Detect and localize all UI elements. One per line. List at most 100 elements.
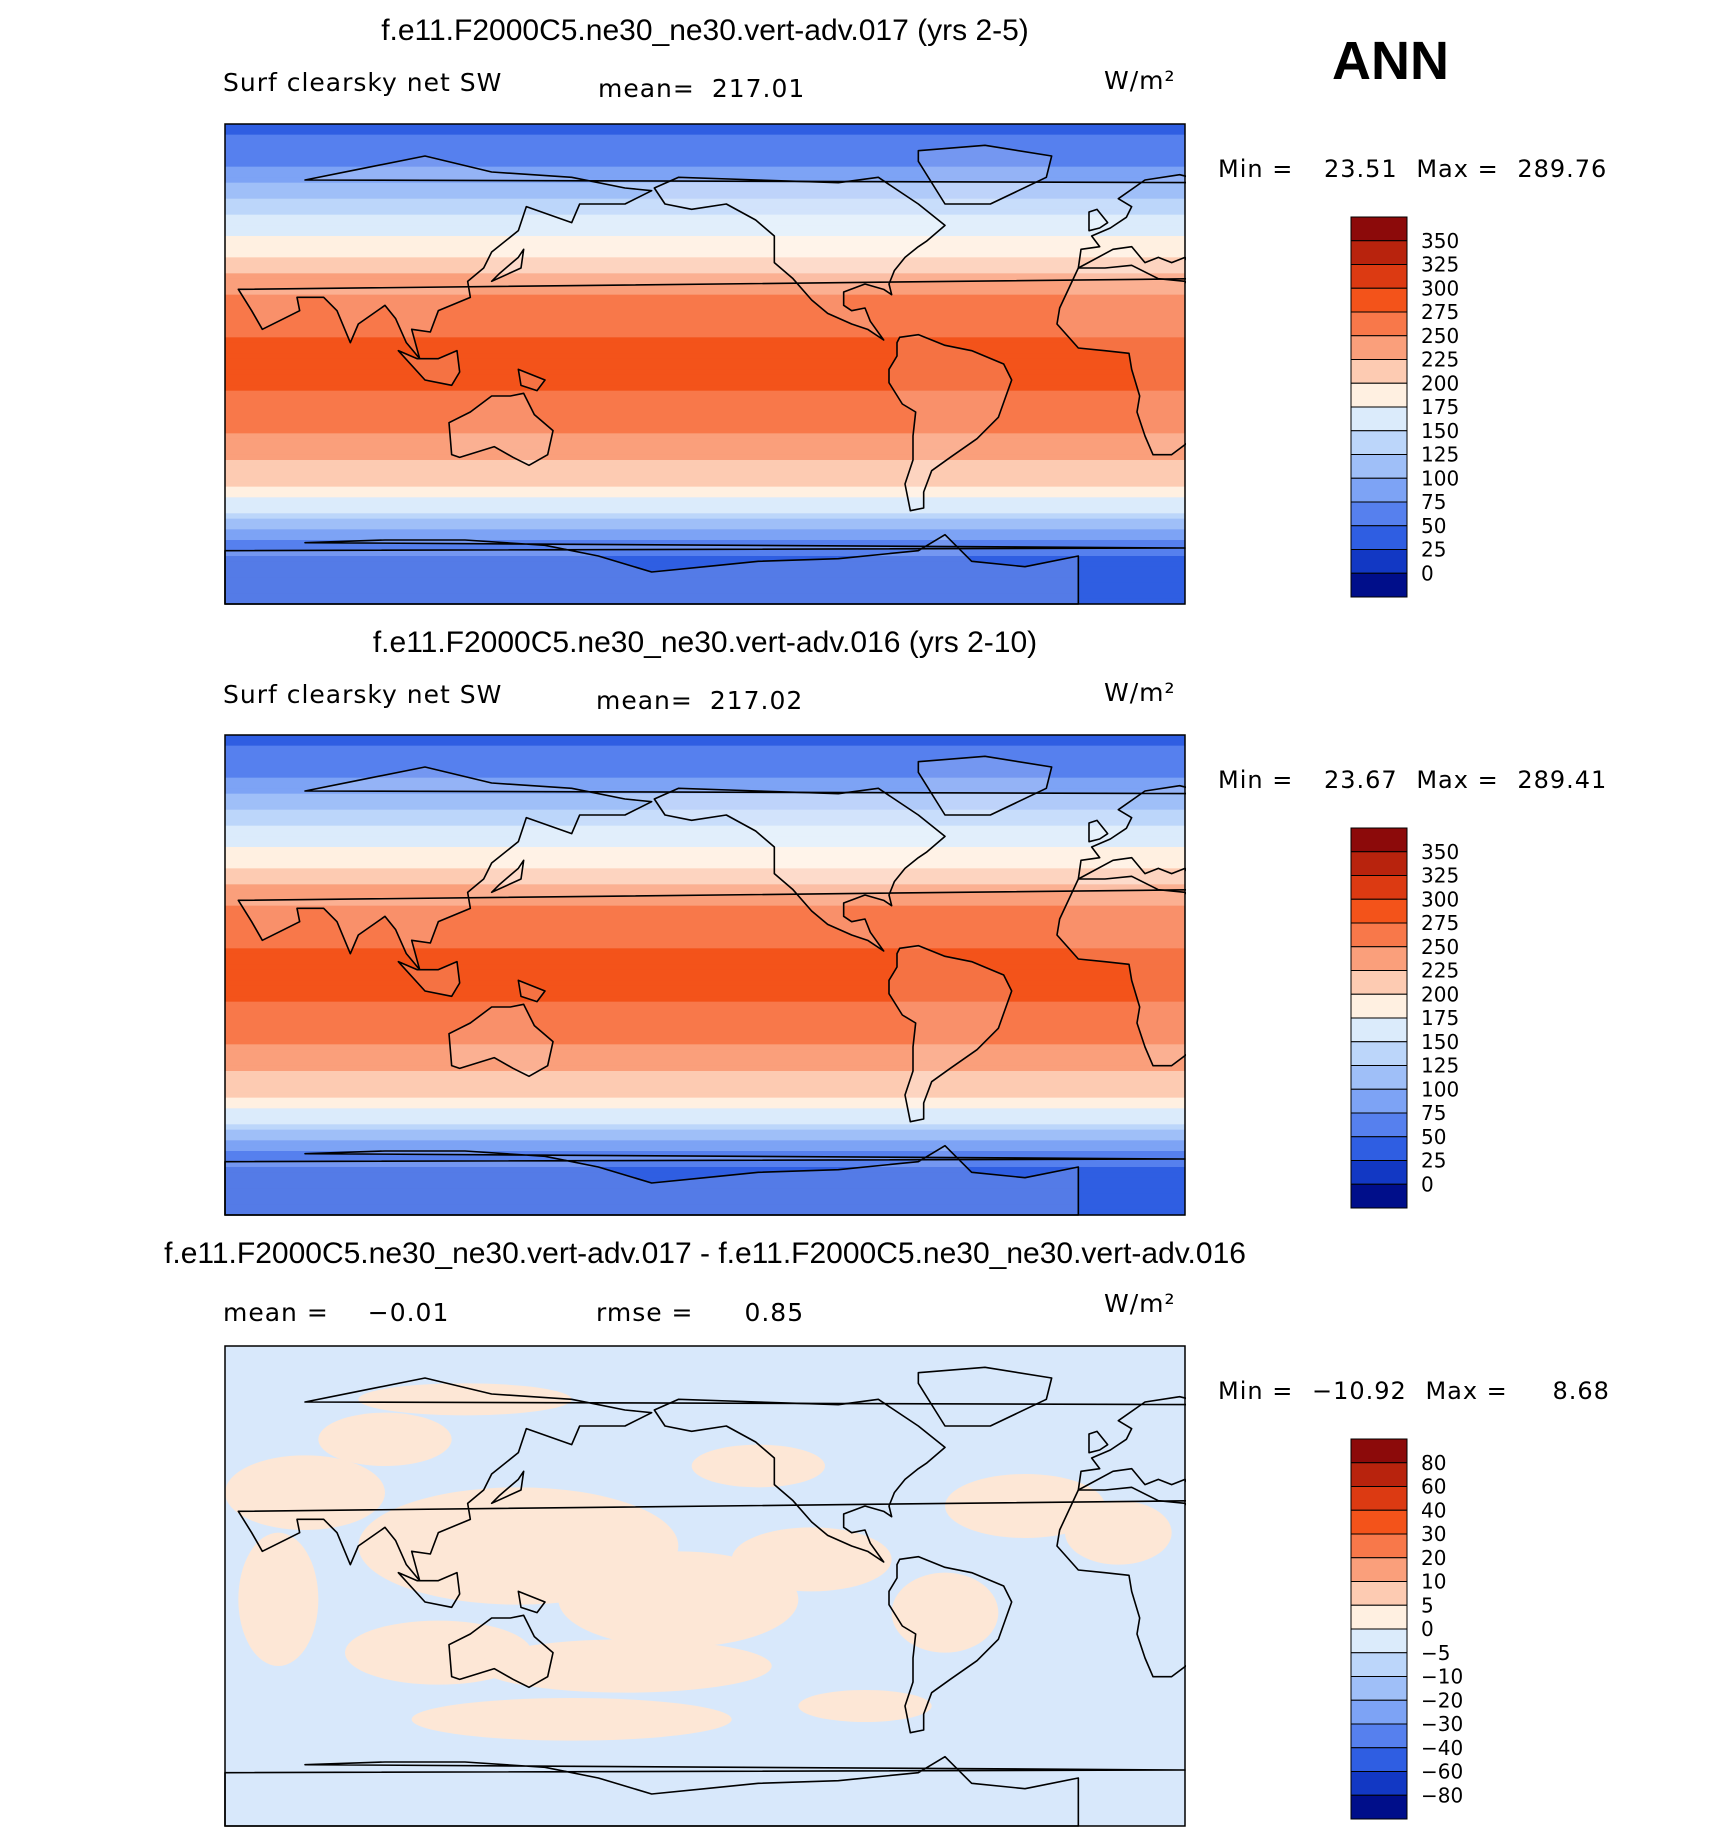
panel-1-max-label: Max = (1416, 155, 1499, 183)
colorbar-tick-label: 275 (1421, 300, 1459, 324)
panel-1-mean-value: 217.01 (711, 74, 806, 103)
colorbar-tick-label: 50 (1421, 1125, 1446, 1149)
field-band (225, 1103, 1185, 1109)
colorbar-swatch (1350, 1160, 1408, 1185)
field-band (225, 1076, 1185, 1083)
colorbar-tick-label: 100 (1421, 466, 1459, 490)
colorbar-swatch (1350, 922, 1408, 948)
coastline (490, 859, 525, 894)
colorbar-tick-label: 200 (1421, 982, 1459, 1006)
land-shade (225, 534, 1185, 604)
colorbar-swatch (1350, 406, 1408, 432)
field-band (225, 545, 1185, 552)
panel-3-rmse-value: 0.85 (744, 1298, 805, 1327)
colorbar-swatch (1350, 382, 1408, 408)
field-band (225, 406, 1185, 413)
field-band (225, 177, 1185, 184)
colorbar-tick-label: 75 (1421, 1101, 1446, 1125)
land-shade (225, 1145, 1185, 1215)
field-positive-region (318, 1412, 452, 1466)
season-label: ANN (1332, 31, 1449, 91)
field-band (225, 959, 1185, 965)
colorbar-swatch (1350, 240, 1408, 265)
field-band (225, 465, 1185, 472)
colorbar-tick-label: −40 (1421, 1736, 1463, 1760)
colorbar-swatch (1350, 1771, 1408, 1796)
field-band (225, 529, 1185, 536)
field-band (225, 358, 1185, 365)
field-band (225, 772, 1185, 779)
land-shade (654, 788, 945, 951)
field-band (225, 1113, 1185, 1120)
field-band (225, 1092, 1185, 1099)
coastline (1056, 875, 1186, 1067)
field-band (225, 412, 1185, 418)
map-frame (224, 123, 1186, 605)
field-band (225, 1017, 1185, 1024)
land-shade (491, 249, 524, 282)
field-band (225, 454, 1185, 461)
field-band (225, 486, 1185, 493)
coastline (397, 960, 461, 998)
field-band (225, 252, 1185, 258)
field-band (225, 1028, 1185, 1035)
field-band (225, 145, 1185, 152)
field-band (225, 428, 1185, 434)
field-band (225, 1097, 1185, 1104)
field-band (225, 937, 1185, 944)
field-band (225, 841, 1185, 848)
field-band (225, 996, 1185, 1003)
map-frame (224, 1345, 1186, 1827)
colorbar-swatch (1350, 335, 1408, 360)
panel-1-map (224, 123, 1186, 605)
colorbar-swatch (1350, 1581, 1408, 1606)
field-band (225, 1161, 1185, 1168)
field-band (225, 566, 1185, 573)
field-band (225, 502, 1185, 509)
land-shade (449, 1004, 553, 1077)
field-band (225, 1183, 1185, 1189)
field-band (225, 948, 1185, 955)
field-band (225, 911, 1185, 917)
field-band (225, 326, 1185, 333)
colorbar-tick-label: 250 (1421, 935, 1459, 959)
colorbar-swatch (1350, 1747, 1408, 1772)
field-band (225, 953, 1185, 960)
colorbar-swatch (1350, 1065, 1408, 1090)
colorbar-swatch (1350, 1438, 1408, 1464)
panel-2-max-label: Max = (1416, 766, 1499, 794)
field-band (225, 273, 1185, 280)
field-band (225, 804, 1185, 811)
colorbar-tick-label: 0 (1421, 561, 1434, 585)
field-band (225, 1060, 1185, 1067)
field-band (225, 582, 1185, 589)
field-band (225, 1119, 1185, 1125)
field-band (225, 985, 1185, 992)
field-band (225, 1151, 1185, 1157)
field-band (225, 284, 1185, 290)
coastline (237, 1377, 1186, 1582)
colorbar-swatch (1350, 1533, 1408, 1559)
colorbar-tick-label: −60 (1421, 1760, 1463, 1784)
field-band (225, 353, 1185, 360)
coastline (917, 755, 1053, 816)
colorbar-tick-label: 5 (1421, 1593, 1434, 1617)
field-band (225, 188, 1185, 194)
field-band (225, 385, 1185, 392)
colorbar-swatch (1350, 287, 1408, 313)
field-band (225, 209, 1185, 216)
panel-1-variable: Surf clearsky net SW (223, 68, 503, 97)
field-band (225, 241, 1185, 248)
field-band (225, 236, 1185, 242)
field-band (225, 150, 1185, 157)
field-band (225, 508, 1185, 514)
field-band (225, 927, 1185, 933)
field-band (225, 905, 1185, 912)
field-band (225, 799, 1185, 805)
colorbar-tick-label: 250 (1421, 324, 1459, 348)
land-shade (1057, 265, 1186, 455)
field-band (225, 1188, 1185, 1195)
field-band (225, 1055, 1185, 1061)
